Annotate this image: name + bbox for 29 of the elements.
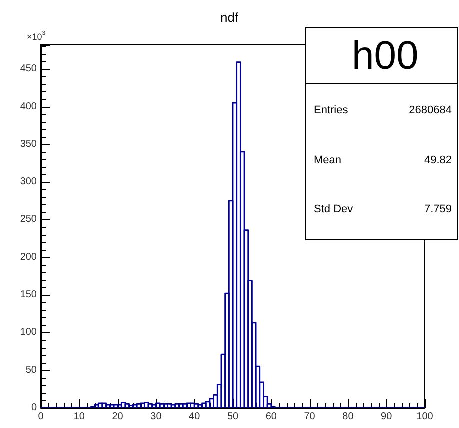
x-tick-label: 0 xyxy=(38,412,44,422)
x-tick-label: 70 xyxy=(304,412,316,422)
x-tick-label: 50 xyxy=(227,412,239,422)
x-tick-label: 100 xyxy=(416,412,434,422)
x-tick-label: 30 xyxy=(150,412,162,422)
x-tick-label: 80 xyxy=(342,412,354,422)
y-tick-label: 100 xyxy=(20,327,38,338)
annotation: 7.759 xyxy=(424,204,452,216)
chart-title: ndf xyxy=(220,10,239,25)
annotation: Entries xyxy=(314,104,349,116)
y-tick-label: 450 xyxy=(20,64,38,75)
annotation: h00 xyxy=(352,34,419,78)
y-tick-label: 350 xyxy=(20,138,38,150)
y-tick-label: 150 xyxy=(20,290,38,301)
annotation: Mean xyxy=(314,154,342,166)
x-tick-label: 90 xyxy=(381,412,393,422)
annotation: 2680684 xyxy=(409,104,452,116)
y-tick-label: 300 xyxy=(20,176,38,188)
y-tick-label: 0 xyxy=(31,402,38,414)
y-tick-label: 250 xyxy=(20,214,38,226)
annotation: Std Dev xyxy=(314,204,354,216)
y-tick-label: 200 xyxy=(20,252,38,263)
x-tick-label: 10 xyxy=(74,412,86,422)
annotation: 49.82 xyxy=(424,154,452,166)
x-tick-label: 60 xyxy=(266,412,278,422)
x-tick-label: 40 xyxy=(189,412,201,422)
y-tick-label: 50 xyxy=(26,364,38,376)
y-tick-label: 400 xyxy=(20,101,38,112)
x-tick-label: 20 xyxy=(112,412,124,422)
